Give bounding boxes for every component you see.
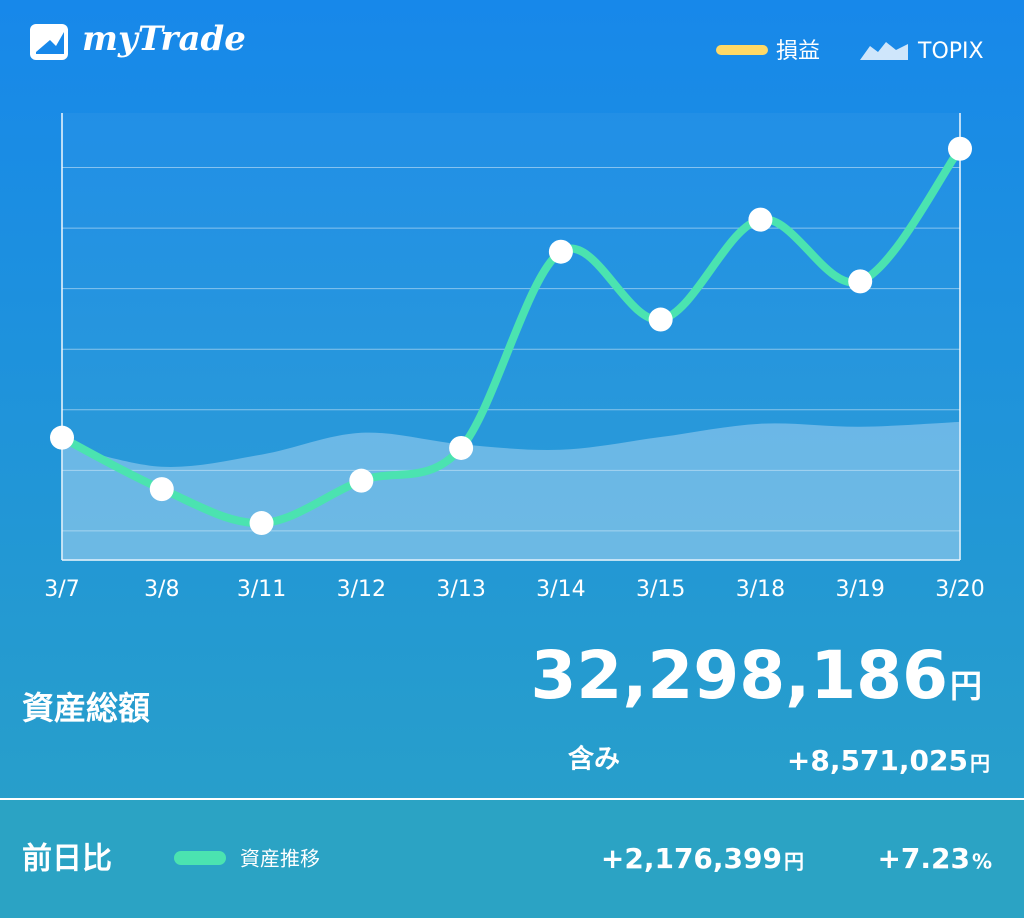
x-tick-label: 3/8 [144,577,179,602]
unrealized-unit: 円 [970,752,990,776]
legend-swatch [860,42,908,60]
x-tick-label: 3/14 [536,577,585,602]
logo-icon [30,24,68,60]
unrealized-value: +8,571,025 [787,744,968,777]
x-tick-label: 3/18 [736,577,785,602]
point [449,435,474,460]
area [62,421,960,560]
point [948,136,972,161]
logo: myTrade [82,19,246,59]
total-unit: 円 [950,667,982,705]
daily-panel [0,800,1024,918]
x-tick-label: 3/11 [237,577,286,602]
plot: 3/7 3/8 3/11 3/12 3/13 3/14 3/15 3/18 3/19 3/20 [44,113,985,602]
daily-percent-unit: % [972,850,992,874]
x-tick-label: 3/20 [935,577,984,602]
point [50,425,74,450]
legend-label: 資産推移 [240,847,320,871]
x-tick-label: 3/12 [337,577,386,602]
unrealized-label: 含み [568,744,620,775]
point [648,307,673,332]
total-value: 32,298,186 [530,637,948,714]
daily-change-unit: 円 [784,850,804,874]
legend-swatch [716,45,768,55]
daily-percent: +7.23 [877,842,970,875]
x-tick-label: 3/7 [44,577,79,602]
point [548,239,573,264]
legend-label: TOPIX [917,39,984,64]
point [249,511,274,536]
daily-change: +2,176,399 [601,842,782,875]
daily-label: 前日比 [22,842,112,877]
x-tick-label: 3/19 [836,577,885,602]
point [349,468,374,493]
x-tick-label: 3/15 [636,577,685,602]
point [748,207,773,232]
legend-label: 損益 [776,39,820,64]
point [149,477,174,502]
x-tick-label: 3/13 [436,577,485,602]
total-label: 資産総額 [22,689,150,727]
line [58,144,964,528]
point [848,269,873,294]
